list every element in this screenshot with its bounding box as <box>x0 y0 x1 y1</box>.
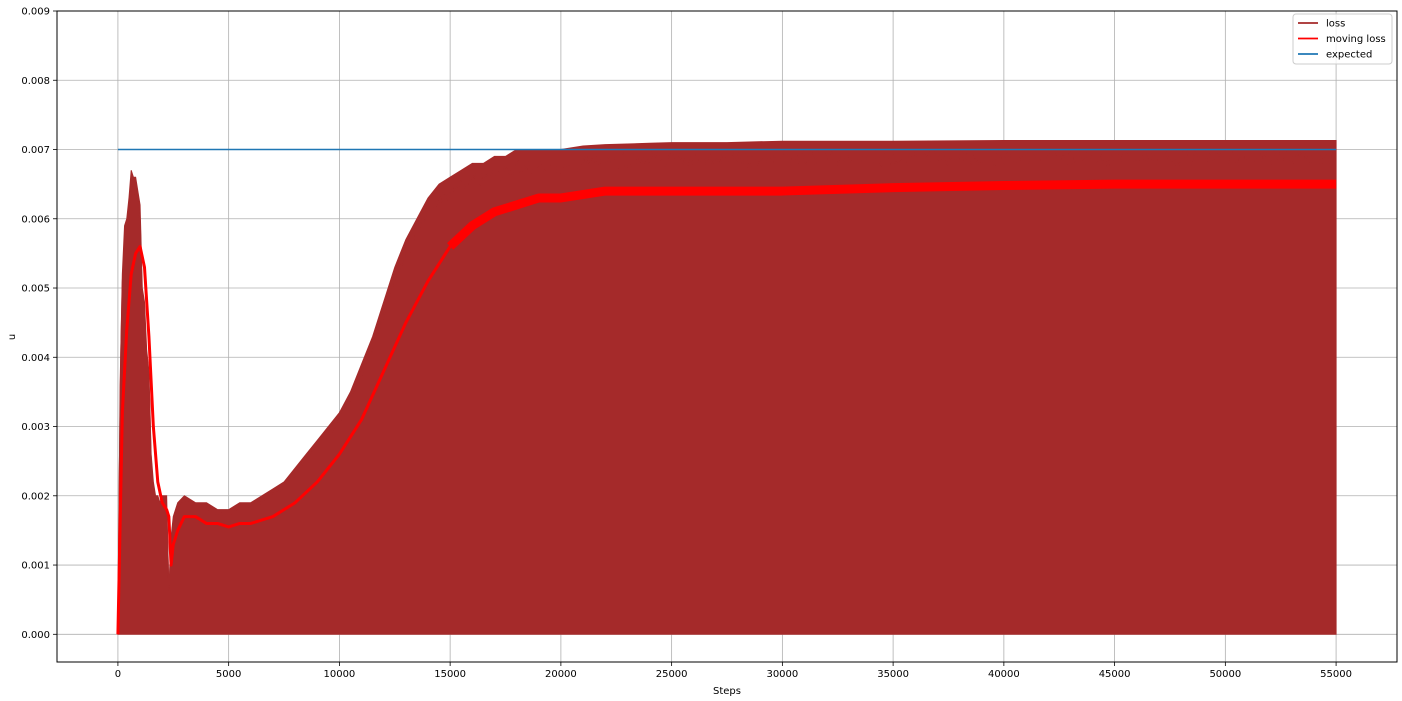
legend-box <box>1292 13 1393 65</box>
y-tick-label: 0.006 <box>21 214 50 225</box>
x-tick-label: 0 <box>115 669 121 680</box>
axes-frame <box>56 10 1398 663</box>
x-tick-label: 55000 <box>1320 669 1352 680</box>
x-tick-label: 35000 <box>877 669 909 680</box>
legend-label-expected: expected <box>1326 50 1372 61</box>
x-tick-label: 50000 <box>1209 669 1241 680</box>
y-axis: 0.000 0.001 0.002 0.003 0.004 0.005 0.006 0.007… <box>21 7 57 641</box>
x-tick-label: 25000 <box>656 669 688 680</box>
x-axis: 0 5000 10000 15000 20000 25000 30000 35000 40000… <box>115 662 1352 680</box>
plot-area <box>116 140 1337 635</box>
y-tick-label: 0.001 <box>21 561 50 572</box>
y-tick-label: 0.009 <box>21 7 50 18</box>
x-tick-label: 45000 <box>1099 669 1131 680</box>
x-tick-label: 20000 <box>545 669 577 680</box>
y-axis-label: u <box>7 334 18 340</box>
x-tick-label: 5000 <box>216 669 241 680</box>
y-tick-label: 0.004 <box>21 353 50 364</box>
legend-label-loss: loss <box>1326 19 1345 30</box>
x-tick-label: 10000 <box>323 669 355 680</box>
y-tick-label: 0.008 <box>21 76 50 87</box>
y-tick-label: 0.002 <box>21 491 50 502</box>
x-tick-label: 40000 <box>988 669 1020 680</box>
x-tick-label: 30000 <box>766 669 798 680</box>
y-tick-label: 0.007 <box>21 145 50 156</box>
y-tick-label: 0.003 <box>21 422 50 433</box>
x-tick-label: 15000 <box>434 669 466 680</box>
legend-label-moving-loss: moving loss <box>1326 34 1386 45</box>
y-tick-label: 0.000 <box>21 630 50 641</box>
legend: loss moving loss expected <box>1292 13 1393 65</box>
y-tick-label: 0.005 <box>21 284 50 295</box>
series-moving-loss-thick <box>447 179 1337 250</box>
series-loss-edge <box>117 148 1337 635</box>
x-axis-label: Steps <box>713 686 741 697</box>
